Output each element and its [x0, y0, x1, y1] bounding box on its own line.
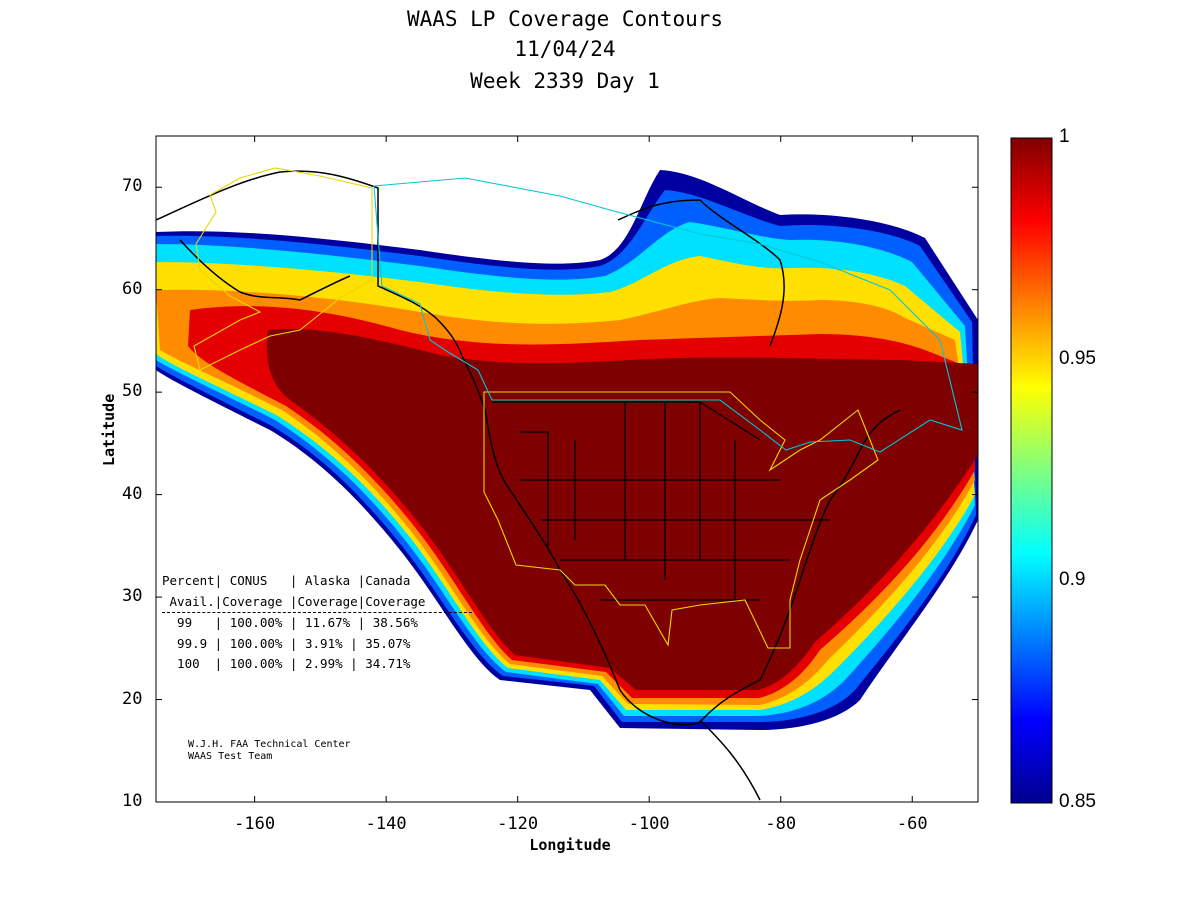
y-tick-label: 40 [122, 483, 143, 504]
y-tick-label: 20 [122, 688, 143, 709]
x-tick-label: -120 [497, 814, 539, 834]
x-tick-label: -140 [365, 814, 407, 834]
y-tick-label: 60 [122, 278, 143, 299]
coverage-stats-table: Percent| CONUS | Alaska |Canada Avail.|C… [162, 571, 472, 675]
y-tick-marks [156, 186, 978, 803]
x-tick-label: -100 [628, 814, 670, 834]
y-tick-label: 50 [122, 381, 143, 402]
colorbar-tick-label: 0.9 [1059, 569, 1086, 591]
x-axis-label: Longitude [529, 836, 611, 854]
y-axis-label: Latitude [100, 393, 118, 466]
y-tick-label: 10 [122, 791, 143, 811]
credit-line: W.J.H. FAA Technical Center [188, 739, 351, 750]
stats-row: 99.9 | 100.00% | 3.91% | 35.07% [162, 635, 411, 651]
x-tick-label: -60 [896, 814, 928, 834]
x-tick-label: -80 [765, 814, 797, 834]
stats-header-2: Avail.|Coverage |Coverage|Coverage [162, 592, 472, 613]
colorbar-tick-label: 0.95 [1059, 347, 1096, 369]
contour-max [266, 329, 978, 690]
service-boundaries [193, 167, 963, 649]
state-borders [492, 401, 830, 601]
chart-week-day: Week 2339 Day 1 [470, 69, 660, 93]
colorbar [1010, 137, 1053, 804]
stats-header-1: Percent| CONUS | Alaska |Canada [162, 573, 411, 588]
x-tick-marks [254, 136, 913, 802]
x-tick-label: -160 [234, 814, 276, 834]
y-tick-label: 70 [122, 176, 143, 197]
colorbar-tick-label: 0.85 [1059, 791, 1096, 812]
y-tick-label: 30 [122, 586, 143, 607]
colorbar-tick-label: 1 [1059, 126, 1070, 147]
coverage-contours [156, 170, 978, 730]
coastlines [156, 170, 901, 801]
chart-title: WAAS LP Coverage Contours [406, 7, 724, 31]
credit-text: W.J.H. FAA Technical Center WAAS Test Tea… [188, 739, 351, 763]
plot-frame [155, 135, 979, 803]
chart-date: 11/04/24 [514, 37, 616, 61]
stats-row: 99 | 100.00% | 11.67% | 38.56% [162, 615, 418, 630]
stats-row: 100 | 100.00% | 2.99% | 34.71% [162, 656, 411, 671]
credit-line: WAAS Test Team [188, 751, 273, 762]
